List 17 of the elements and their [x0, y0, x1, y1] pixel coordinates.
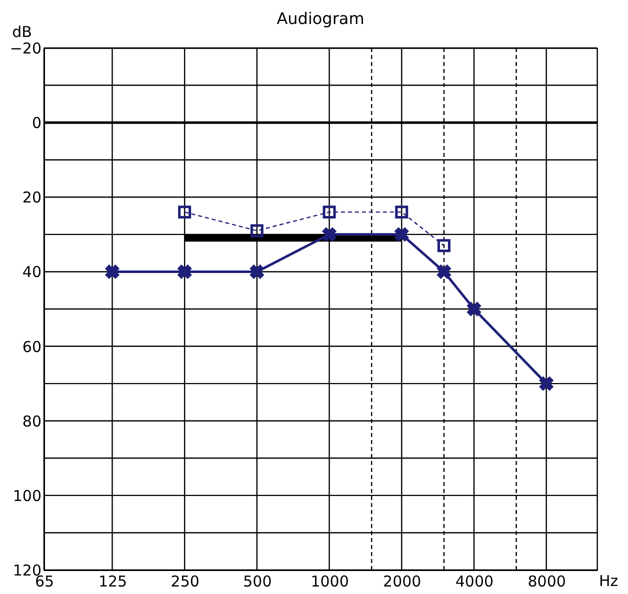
y-tick-label: 0 [32, 114, 42, 132]
x-tick-label: 4000 [455, 572, 494, 590]
chart-title: Audiogram [276, 9, 364, 28]
y-axis-title: dB [12, 23, 32, 41]
y-tick-label: 80 [22, 412, 42, 430]
x-tick-label: 1000 [310, 572, 349, 590]
y-tick-label: 100 [12, 486, 42, 505]
x-axis-title: Hz [599, 572, 618, 590]
x-tick-label: 250 [170, 572, 200, 590]
y-tick-label: 60 [22, 338, 42, 356]
y-tick-label: 20 [22, 188, 42, 207]
y-tick-label: 40 [22, 263, 42, 282]
y-tick-label: −20 [10, 40, 42, 58]
x-tick-label: 500 [243, 572, 272, 590]
x-tick-label: 2000 [383, 572, 422, 590]
x-tick-label: 8000 [528, 572, 566, 590]
x-tick-label: 125 [98, 572, 128, 590]
